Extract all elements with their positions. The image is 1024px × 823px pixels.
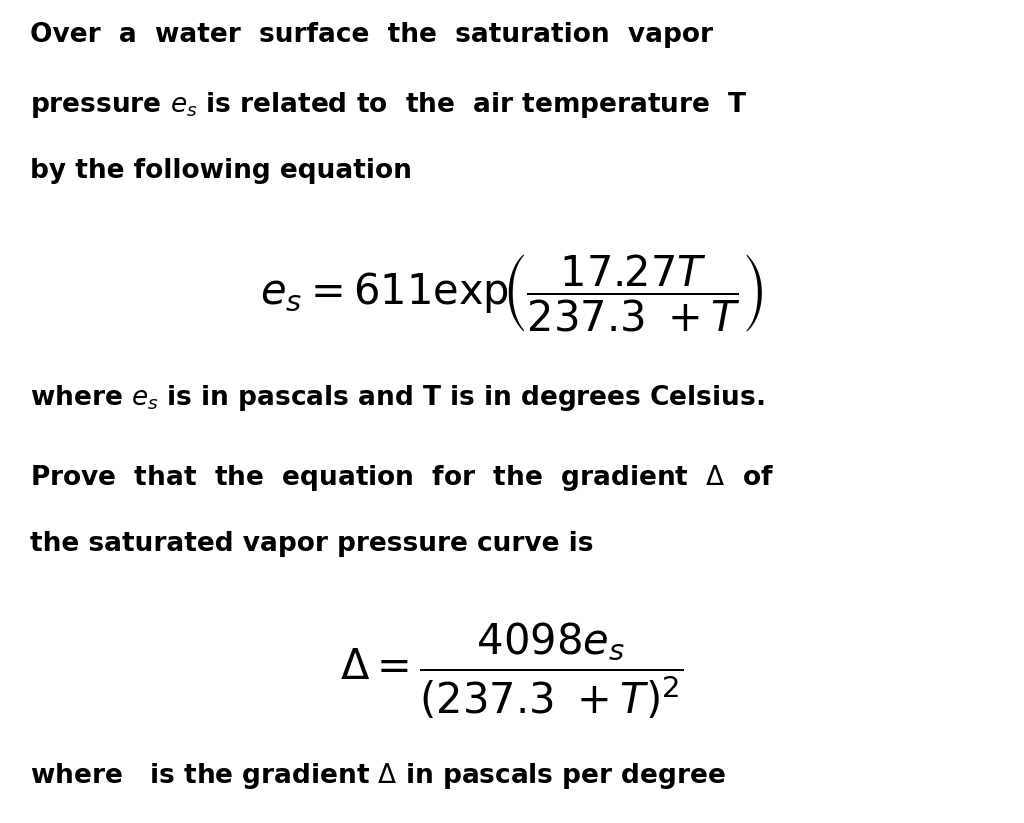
Text: $e_s = 611\mathrm{exp}\!\left(\dfrac{17.27T}{237.3\ +T}\right)$: $e_s = 611\mathrm{exp}\!\left(\dfrac{17.…	[260, 253, 764, 334]
Text: pressure $e_s$ is related to  the  air temperature  T: pressure $e_s$ is related to the air tem…	[30, 90, 748, 120]
Text: Over  a  water  surface  the  saturation  vapor: Over a water surface the saturation vapo…	[30, 22, 713, 48]
Text: $\Delta=\dfrac{4098e_s}{(237.3\ +T)^2}$: $\Delta=\dfrac{4098e_s}{(237.3\ +T)^2}$	[340, 621, 684, 721]
Text: by the following equation: by the following equation	[30, 158, 412, 184]
Text: the saturated vapor pressure curve is: the saturated vapor pressure curve is	[30, 531, 594, 557]
Text: where $e_s$ is in pascals and T is in degrees Celsius.: where $e_s$ is in pascals and T is in de…	[30, 383, 765, 413]
Text: where   is the gradient $\Delta$ in pascals per degree: where is the gradient $\Delta$ in pascal…	[30, 761, 726, 791]
Text: Prove  that  the  equation  for  the  gradient  $\Delta$  of: Prove that the equation for the gradient…	[30, 463, 774, 493]
